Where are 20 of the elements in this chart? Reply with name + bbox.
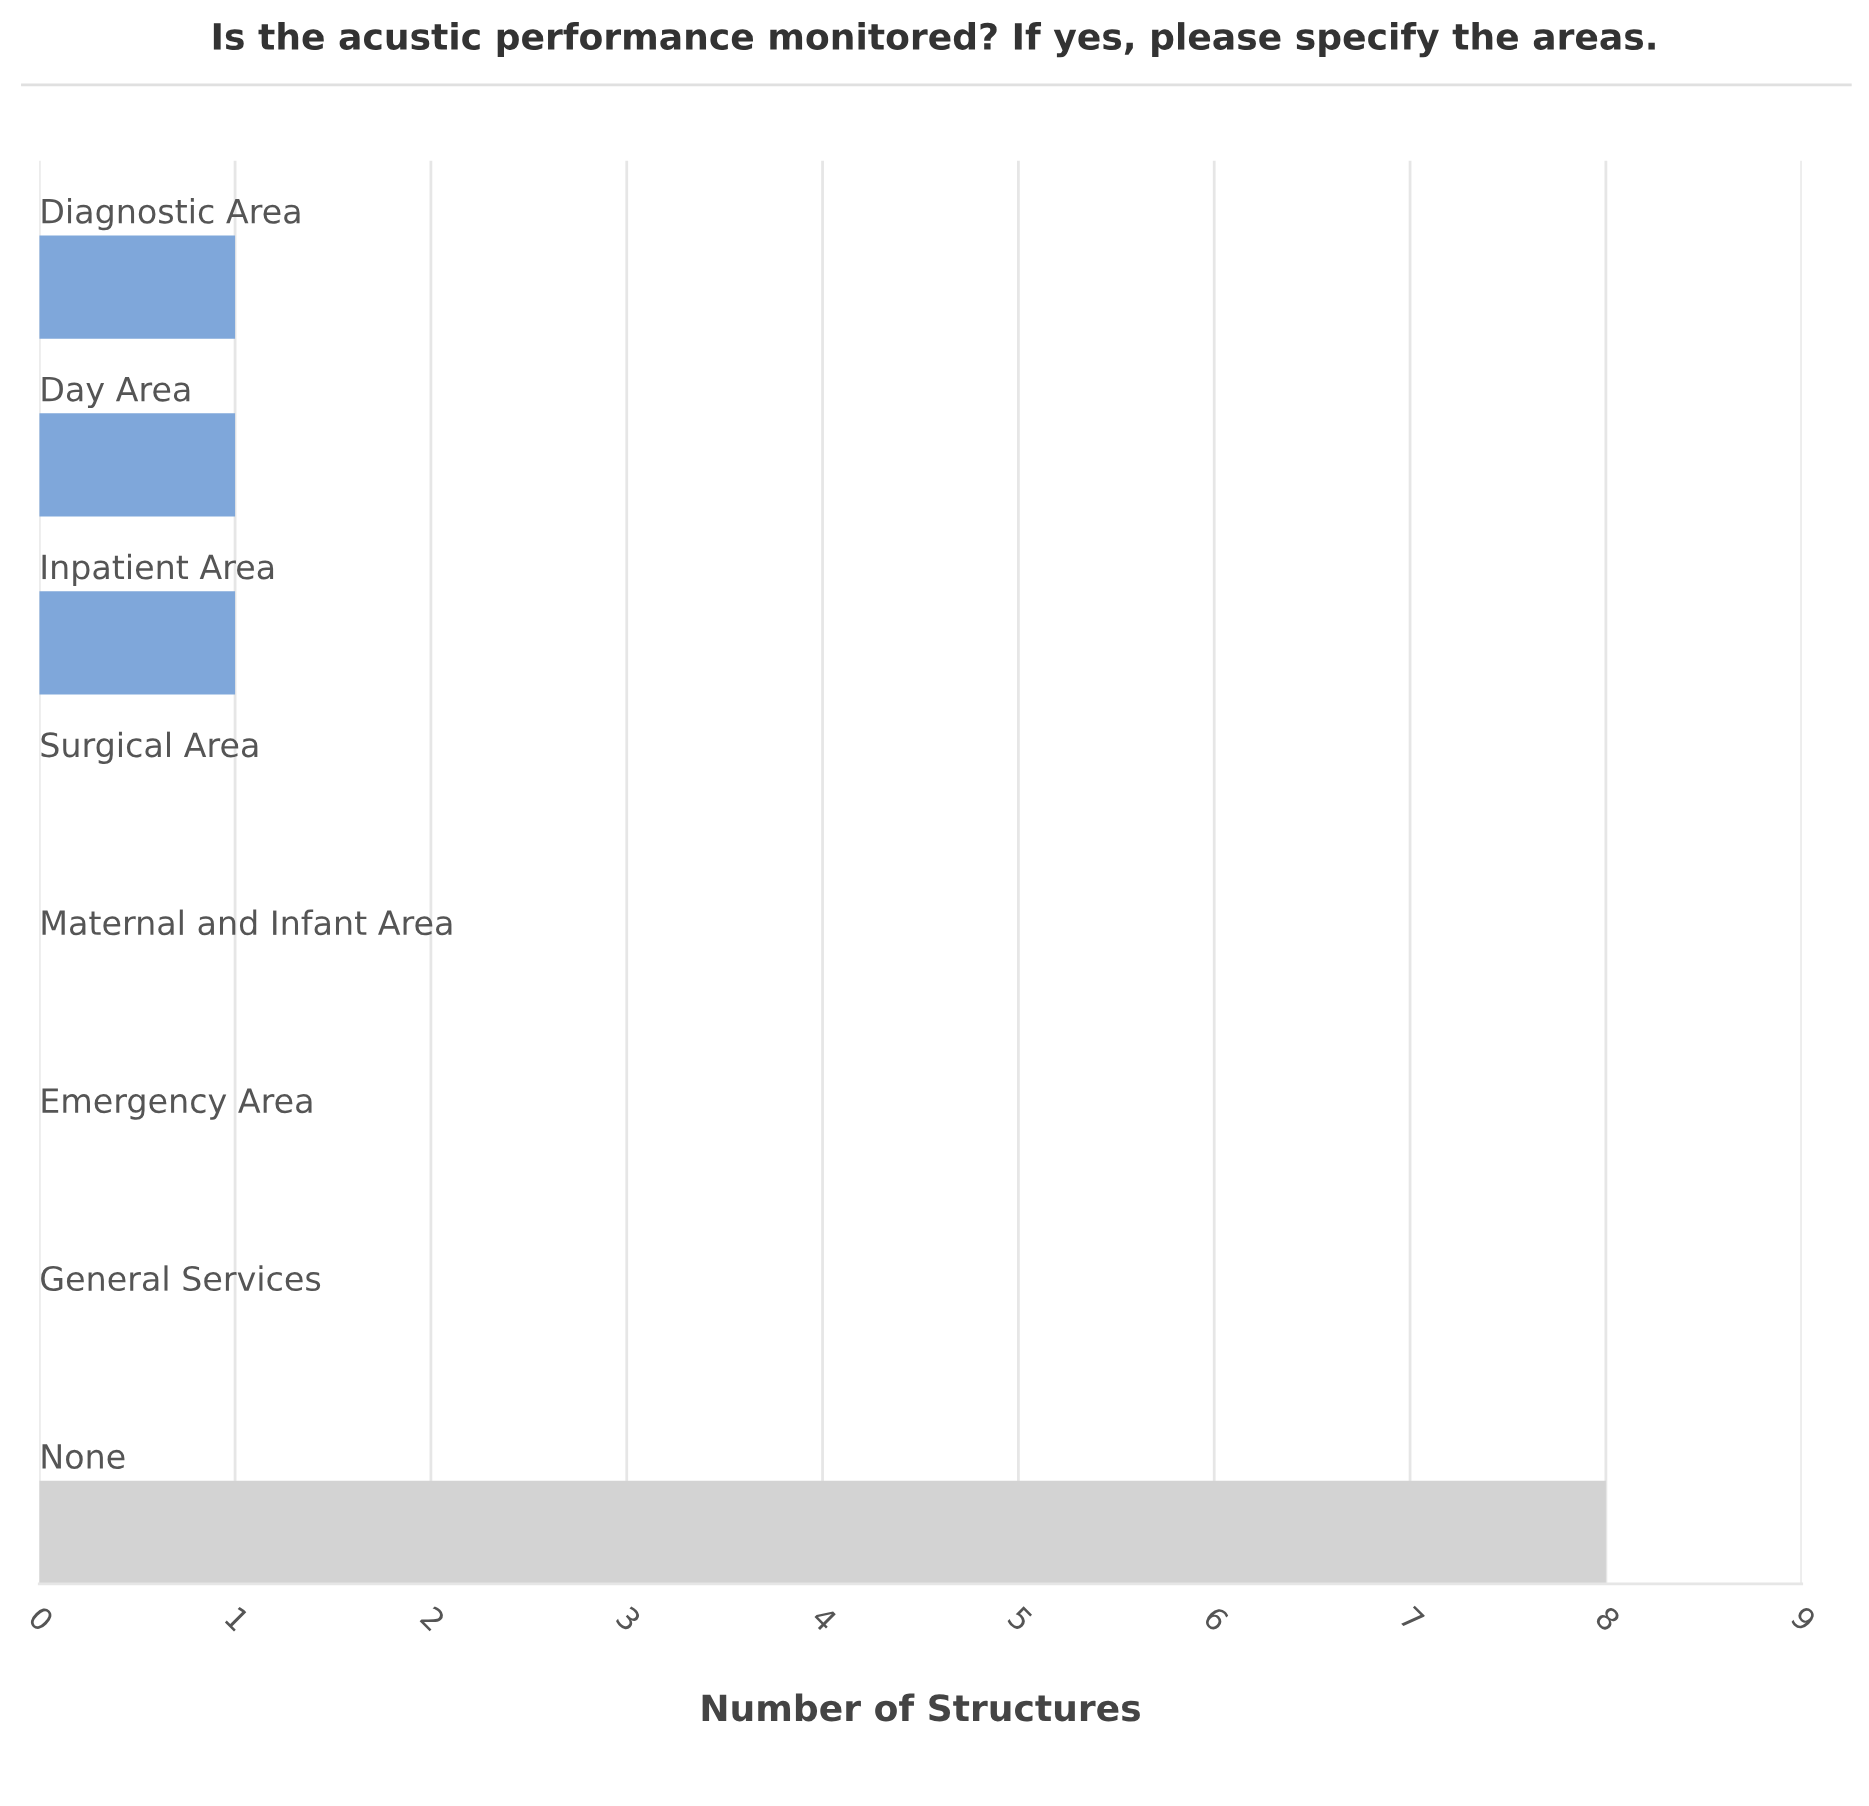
x-tick-label: 0 bbox=[27, 1605, 55, 1633]
chart-title: Is the acustic performance monitored? If yes, please specify the areas. bbox=[213, 22, 1655, 58]
x-tick-label: 7 bbox=[1398, 1605, 1425, 1632]
x-tick-label: 3 bbox=[615, 1605, 642, 1633]
x-tick-label: 1 bbox=[224, 1606, 250, 1632]
x-tick-label: 4 bbox=[810, 1605, 839, 1633]
y-tick-label: Maternal and Infant Area bbox=[42, 909, 452, 936]
x-tick-label: 6 bbox=[1202, 1605, 1230, 1633]
y-tick-label: Diagnostic Area bbox=[42, 197, 300, 231]
y-tick-label: Emergency Area bbox=[42, 1088, 312, 1120]
y-tick-label: Inpatient Area bbox=[42, 553, 274, 587]
y-tick-label: Surgical Area bbox=[41, 731, 258, 764]
x-tick-label: 9 bbox=[1789, 1605, 1818, 1633]
x-tick-label: 5 bbox=[1006, 1605, 1034, 1632]
y-tick-label: Day Area bbox=[42, 376, 190, 409]
y-tick-label: General Services bbox=[41, 1265, 321, 1292]
y-tick-label: None bbox=[42, 1444, 125, 1470]
x-axis-title: Number of Structures bbox=[702, 1693, 1140, 1722]
x-tick-label: 8 bbox=[1594, 1605, 1622, 1633]
x-tick-label: 2 bbox=[419, 1605, 446, 1632]
